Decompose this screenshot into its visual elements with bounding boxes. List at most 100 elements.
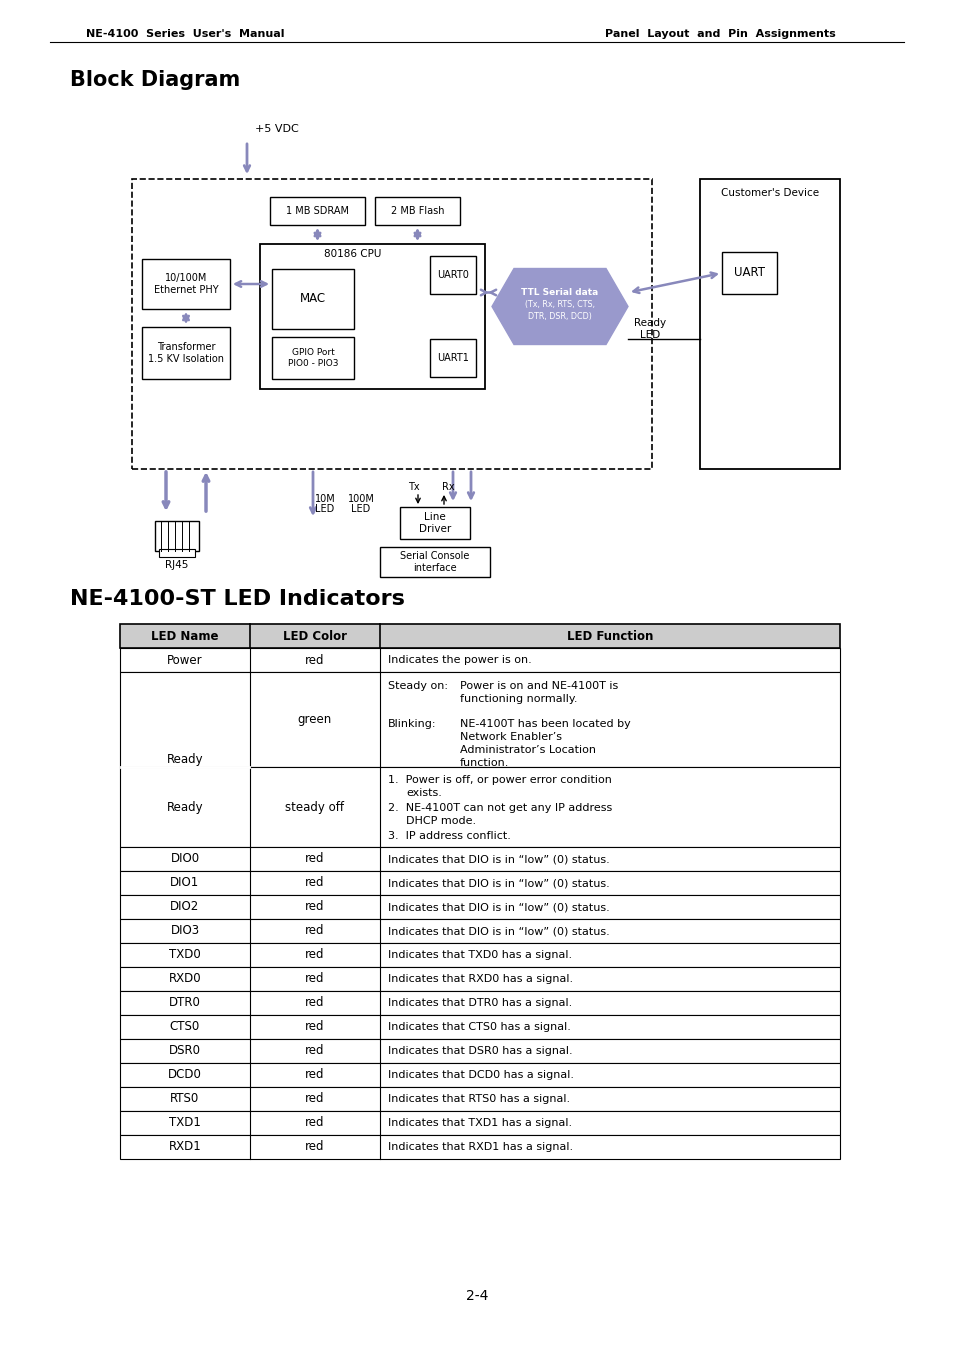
- Bar: [120, 847, 840, 871]
- Text: NE-4100T has been located by: NE-4100T has been located by: [459, 719, 630, 730]
- Text: red: red: [305, 1093, 324, 1105]
- Bar: [379, 547, 490, 577]
- Text: Indicates that CTS0 has a signal.: Indicates that CTS0 has a signal.: [388, 1021, 570, 1032]
- Text: function.: function.: [459, 758, 509, 767]
- Bar: [132, 178, 651, 469]
- Text: red: red: [305, 1044, 324, 1058]
- Text: Block Diagram: Block Diagram: [70, 70, 240, 91]
- Bar: [120, 1135, 840, 1159]
- Text: LED: LED: [315, 504, 335, 513]
- Bar: [120, 967, 840, 992]
- Text: red: red: [305, 973, 324, 985]
- Bar: [142, 327, 230, 380]
- Bar: [120, 624, 840, 648]
- Text: DTR, DSR, DCD): DTR, DSR, DCD): [528, 312, 591, 322]
- Text: Indicates that DSR0 has a signal.: Indicates that DSR0 has a signal.: [388, 1046, 572, 1056]
- Text: Indicates that DIO is in “low” (0) status.: Indicates that DIO is in “low” (0) statu…: [388, 854, 609, 865]
- Text: Network Enabler’s: Network Enabler’s: [459, 732, 561, 742]
- Bar: [120, 1088, 840, 1111]
- Text: DHCP mode.: DHCP mode.: [406, 816, 476, 825]
- Text: LED: LED: [351, 504, 370, 513]
- Bar: [159, 549, 194, 557]
- Bar: [120, 943, 840, 967]
- Text: NE-4100  Series  User's  Manual: NE-4100 Series User's Manual: [86, 28, 284, 39]
- Text: Ready: Ready: [167, 753, 203, 766]
- Bar: [700, 178, 840, 469]
- Text: LED Color: LED Color: [283, 630, 347, 643]
- Bar: [120, 1111, 840, 1135]
- Text: LED Name: LED Name: [152, 630, 218, 643]
- Text: Panel  Layout  and  Pin  Assignments: Panel Layout and Pin Assignments: [604, 28, 835, 39]
- Bar: [120, 1015, 840, 1039]
- Text: DCD0: DCD0: [168, 1069, 202, 1082]
- Text: red: red: [305, 877, 324, 889]
- Bar: [375, 197, 459, 226]
- Bar: [721, 253, 776, 295]
- Text: (Tx, Rx, RTS, CTS,: (Tx, Rx, RTS, CTS,: [524, 300, 595, 309]
- Text: Indicates that RXD1 has a signal.: Indicates that RXD1 has a signal.: [388, 1142, 573, 1152]
- Text: exists.: exists.: [406, 788, 441, 798]
- Polygon shape: [492, 269, 627, 345]
- Text: 10/100M
Ethernet PHY: 10/100M Ethernet PHY: [153, 273, 218, 295]
- Text: DIO2: DIO2: [171, 901, 199, 913]
- Text: Indicates that DIO is in “low” (0) status.: Indicates that DIO is in “low” (0) statu…: [388, 925, 609, 936]
- Text: Steady on:: Steady on:: [388, 681, 448, 690]
- Text: Indicates that TXD0 has a signal.: Indicates that TXD0 has a signal.: [388, 950, 572, 961]
- Text: DTR0: DTR0: [169, 997, 201, 1009]
- Text: UART: UART: [733, 266, 764, 280]
- Text: UART0: UART0: [436, 270, 469, 280]
- Text: DIO0: DIO0: [171, 852, 199, 866]
- Text: Power is on and NE-4100T is: Power is on and NE-4100T is: [459, 681, 618, 690]
- Text: TXD1: TXD1: [169, 1116, 201, 1129]
- Text: Ready: Ready: [167, 801, 203, 813]
- Text: Administrator’s Location: Administrator’s Location: [459, 744, 596, 755]
- Text: Indicates that DCD0 has a signal.: Indicates that DCD0 has a signal.: [388, 1070, 574, 1079]
- Text: CTS0: CTS0: [170, 1020, 200, 1034]
- Text: Rx: Rx: [441, 482, 454, 492]
- Bar: [142, 259, 230, 309]
- Text: TXD0: TXD0: [169, 948, 201, 962]
- Text: red: red: [305, 1140, 324, 1154]
- Text: 100M: 100M: [347, 494, 374, 504]
- Text: Ready
LED: Ready LED: [634, 319, 665, 340]
- Text: red: red: [305, 654, 324, 666]
- Text: 1 MB SDRAM: 1 MB SDRAM: [286, 205, 349, 216]
- Bar: [120, 1039, 840, 1063]
- Text: RXD0: RXD0: [169, 973, 201, 985]
- Text: RXD1: RXD1: [169, 1140, 201, 1154]
- Bar: [260, 245, 484, 389]
- Text: Serial Console
interface: Serial Console interface: [400, 551, 469, 573]
- Text: 80186 CPU: 80186 CPU: [323, 249, 381, 259]
- Bar: [120, 871, 840, 894]
- Text: MAC: MAC: [299, 293, 326, 305]
- Bar: [272, 269, 354, 330]
- Text: +5 VDC: +5 VDC: [254, 124, 298, 134]
- Text: DSR0: DSR0: [169, 1044, 201, 1058]
- Text: Line
Driver: Line Driver: [418, 512, 451, 534]
- Text: red: red: [305, 924, 324, 938]
- Text: 3.  IP address conflict.: 3. IP address conflict.: [388, 831, 511, 842]
- Bar: [430, 255, 476, 295]
- Text: DIO3: DIO3: [171, 924, 199, 938]
- Bar: [272, 336, 354, 380]
- Text: TTL Serial data: TTL Serial data: [521, 288, 598, 297]
- Text: 2.  NE-4100T can not get any IP address: 2. NE-4100T can not get any IP address: [388, 802, 612, 813]
- Text: steady off: steady off: [285, 801, 344, 813]
- Text: red: red: [305, 901, 324, 913]
- Text: functioning normally.: functioning normally.: [459, 694, 577, 704]
- Text: GPIO Port
PIO0 - PIO3: GPIO Port PIO0 - PIO3: [288, 349, 338, 367]
- Bar: [120, 1063, 840, 1088]
- Text: Transformer
1.5 KV Isolation: Transformer 1.5 KV Isolation: [148, 342, 224, 363]
- Text: Indicates that RTS0 has a signal.: Indicates that RTS0 has a signal.: [388, 1094, 570, 1104]
- Bar: [399, 507, 470, 539]
- Text: RTS0: RTS0: [171, 1093, 199, 1105]
- Bar: [120, 671, 840, 767]
- Text: Indicates that RXD0 has a signal.: Indicates that RXD0 has a signal.: [388, 974, 573, 984]
- Text: Power: Power: [167, 654, 203, 666]
- Text: Indicates that TXD1 has a signal.: Indicates that TXD1 has a signal.: [388, 1119, 572, 1128]
- Text: red: red: [305, 1116, 324, 1129]
- Text: 10M: 10M: [314, 494, 335, 504]
- Text: red: red: [305, 948, 324, 962]
- Text: red: red: [305, 1020, 324, 1034]
- Text: red: red: [305, 997, 324, 1009]
